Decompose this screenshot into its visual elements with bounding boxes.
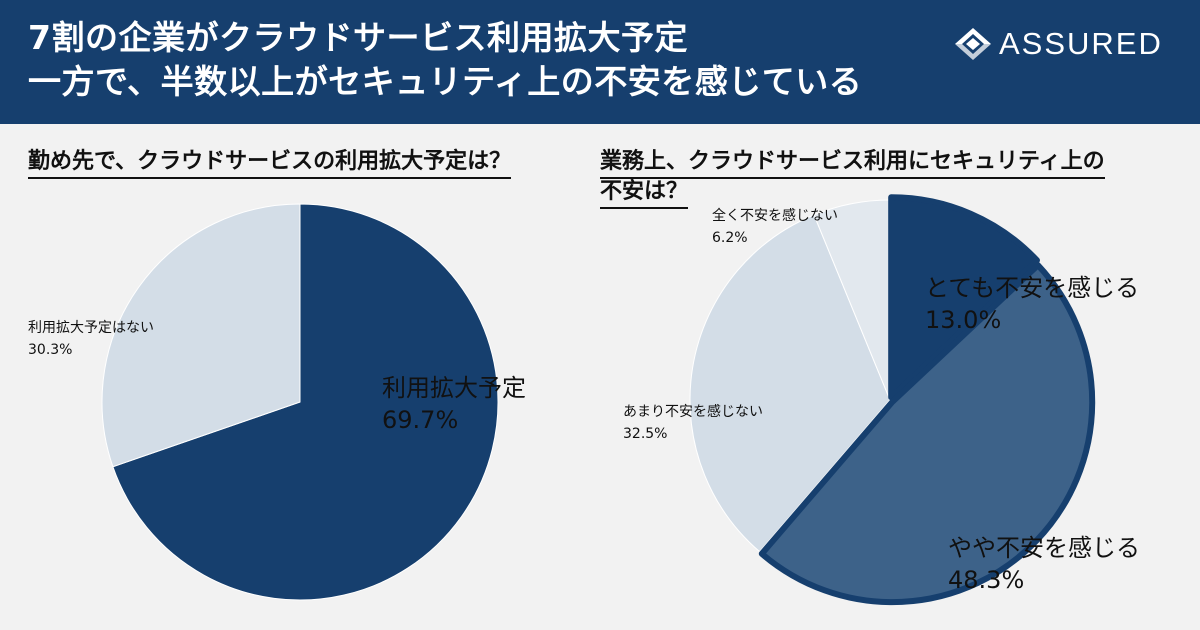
right-pie-slice-3 bbox=[689, 214, 891, 553]
assured-logo-icon bbox=[955, 28, 991, 60]
slice-labels: 利用拡大予定 69.7% 利用拡大予定はない 30.3% とても不安を感じる 1… bbox=[28, 207, 1140, 594]
right-slice-value-3: 32.5% bbox=[623, 426, 667, 442]
left-slice-label-2: 利用拡大予定はない bbox=[28, 320, 154, 336]
left-pie-chart bbox=[101, 203, 499, 601]
right-slice-value-2: 48.3% bbox=[948, 566, 1024, 594]
headline-line-1: 7割の企業がクラウドサービス利用拡大予定 bbox=[28, 18, 688, 57]
right-pie-chart bbox=[689, 194, 1096, 606]
right-chart-title-line-1: 業務上、クラウドサービス利用にセキュリティ上の bbox=[600, 148, 1105, 179]
right-pie-slice-1 bbox=[888, 194, 1040, 401]
left-pie-slice-2 bbox=[101, 203, 301, 468]
left-slice-value-1: 69.7% bbox=[382, 406, 458, 434]
left-slice-label-1: 利用拡大予定 bbox=[382, 374, 526, 402]
right-slice-label-4: 全く不安を感じない bbox=[712, 207, 838, 224]
left-chart-title: 勤め先で、クラウドサービスの利用拡大予定は？ bbox=[28, 148, 512, 179]
headline-line-2: 一方で、半数以上がセキュリティ上の不安を感じている bbox=[28, 62, 863, 101]
right-slice-value-4: 6.2% bbox=[712, 230, 748, 246]
left-pie-slice-1 bbox=[112, 203, 499, 601]
right-slice-value-1: 13.0% bbox=[925, 306, 1001, 334]
assured-logo: ASSURED bbox=[955, 24, 1180, 64]
right-slice-label-3: あまり不安を感じない bbox=[623, 403, 763, 420]
left-slice-value-2: 30.3% bbox=[28, 342, 72, 358]
logo-text: ASSURED bbox=[999, 26, 1163, 61]
right-pie-slice-2 bbox=[758, 262, 1096, 606]
right-slice-label-2: やや不安を感じる bbox=[948, 534, 1140, 562]
right-chart-title-line-2: 不安は？ bbox=[600, 178, 689, 209]
right-slice-label-1: とても不安を感じる bbox=[925, 274, 1139, 302]
header-banner: 7割の企業がクラウドサービス利用拡大予定 一方で、半数以上がセキュリティ上の不安… bbox=[0, 0, 1200, 124]
